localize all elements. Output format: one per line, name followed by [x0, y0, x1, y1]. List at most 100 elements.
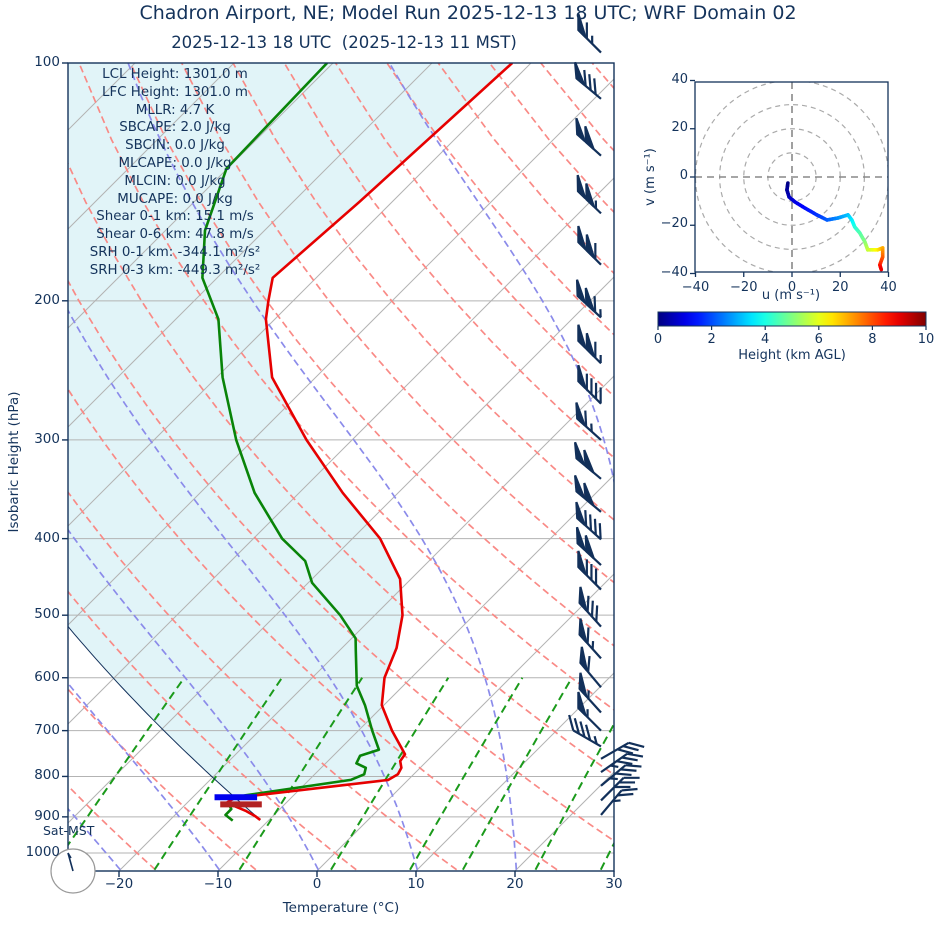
moist-adiabat [68, 682, 220, 871]
wind-barb-icon [577, 550, 602, 591]
wind-barb-icon [568, 714, 602, 748]
moist-adiabat [68, 308, 419, 870]
colorbar-tick-label: 8 [868, 332, 877, 347]
temperature-tick-label: −20 [104, 876, 134, 892]
sounding-parameter-line: SBCAPE: 2.0 J/kg [119, 120, 231, 136]
wind-barb-icon [575, 501, 602, 541]
hodograph-u-tick-label: 20 [831, 280, 849, 295]
wind-barb-icon [578, 586, 602, 628]
isotherm [415, 672, 614, 871]
pressure-tick-label: 100 [34, 54, 60, 70]
wind-barb-icon [573, 441, 602, 480]
hodograph-v-tick-label: −20 [660, 216, 688, 232]
colorbar-tick-label: 2 [707, 332, 716, 347]
isotherm [316, 573, 614, 871]
colorbar-tick-label: 6 [814, 332, 823, 347]
isotherm [68, 63, 235, 230]
sat-mst-label: Sat-MST [43, 823, 95, 838]
isotherm [68, 78, 614, 626]
dial-needle [67, 852, 74, 872]
mixing-ratio-line [238, 677, 364, 871]
skewt-tick-marks [62, 62, 615, 877]
wind-barb-icon [575, 117, 602, 157]
wind-barb-icon [578, 672, 602, 714]
pressure-tick-label: 600 [34, 668, 60, 685]
temperature-tick-label: 30 [605, 876, 623, 892]
dry-adiabat [68, 590, 357, 871]
pressure-tick-label: 400 [34, 529, 60, 546]
dry-adiabat [68, 279, 614, 842]
hodograph-u-tick-label: −20 [730, 280, 758, 295]
pressure-tick-label: 800 [34, 767, 60, 784]
mixing-ratio-line [153, 677, 283, 871]
wind-barb-icon [573, 474, 602, 513]
hodograph-plot [690, 79, 890, 277]
wind-barb-icon [600, 752, 644, 774]
hodograph-inner [695, 82, 888, 272]
skewt-axes-title: 2025-12-13 18 UTC (2025-12-13 11 MST) [171, 33, 517, 52]
mixing-ratio-line [409, 677, 524, 871]
isotherm [68, 276, 614, 824]
height-colorbar [657, 311, 927, 330]
moist-adiabat [68, 528, 320, 871]
wind-barb-icon [577, 364, 602, 405]
wind-barb-icon [577, 691, 602, 732]
hodograph-u-tick-label: −40 [681, 280, 710, 295]
wind-barb-icon [576, 174, 602, 215]
hodograph-tick-marks [690, 79, 890, 277]
colorbar-tick-label: 10 [917, 332, 935, 347]
temperature-tick-label: 10 [407, 876, 425, 892]
temperature-tick-label: 20 [506, 876, 524, 892]
figure-title: Chadron Airport, NE; Model Run 2025-12-1… [139, 2, 797, 24]
mixing-ratio-line [462, 677, 573, 871]
cin-shading [68, 63, 513, 820]
pressure-tick-label: 500 [34, 606, 60, 623]
colorbar-gradient [657, 311, 927, 327]
colorbar-tick-label: 4 [761, 332, 770, 347]
isotherm [118, 375, 614, 871]
sounding-parameter-line: SRH 0-3 km: -449.3 m²/s² [89, 262, 261, 278]
moist-adiabat [127, 63, 518, 870]
wind-barb-icon [600, 787, 638, 816]
colorbar-label: Height (km AGL) [738, 348, 846, 363]
isotherm [217, 474, 614, 871]
wind-barb-icon [578, 618, 602, 660]
wind-barb-icon [577, 225, 602, 266]
hodograph-trace [785, 181, 885, 272]
sounding-parameter-line: MLLR: 4.7 K [135, 102, 215, 118]
dry-adiabat [68, 784, 156, 871]
mixing-ratio-line [649, 678, 746, 870]
dry-adiabat [437, 63, 614, 275]
sounding-parameter-line: LFC Height: 1301.0 m [102, 84, 248, 100]
moist-adiabat [714, 63, 825, 870]
sounding-parameters-block: LCL Height: 1301.0 m LFC Height: 1301.0 m… [15, 66, 335, 280]
wind-barb-icon [575, 526, 602, 566]
parcel-trace [68, 625, 261, 821]
dry-adiabat [78, 63, 614, 711]
sounding-parameter-line: Shear 0-1 km: 15.1 m/s [96, 209, 254, 225]
dry-adiabat-lines [68, 63, 614, 871]
mixing-ratio-line [330, 677, 450, 871]
wind-barb-icon [579, 646, 602, 689]
hodograph-u-tick-label: 0 [787, 280, 797, 295]
mixing-ratio-lines [68, 677, 746, 871]
dial-needle-tip [67, 852, 72, 859]
hodograph-x-axis-label: u (m s⁻¹) [761, 288, 821, 303]
pressure-tick-label: 900 [34, 807, 60, 824]
temperature-tick-label: 0 [312, 876, 322, 892]
dry-adiabat [68, 387, 558, 871]
pressure-tick-label: 200 [34, 291, 60, 308]
temperature-curve [226, 63, 514, 821]
sounding-parameter-line: LCL Height: 1301.0 m [102, 67, 248, 82]
wind-barb-icon [577, 324, 602, 365]
dry-adiabat [68, 161, 614, 776]
sounding-parameter-line: MUCAPE: 0.0 J/kg [117, 191, 233, 207]
wind-barb-icon [600, 764, 642, 787]
skewt-spines [67, 62, 615, 872]
wind-barbs [568, 13, 645, 816]
mixing-ratio-line [534, 722, 614, 871]
pressure-tick-label: 300 [34, 430, 60, 447]
sounding-parameter-line: SRH 0-1 km: -344.1 m²/s² [89, 244, 261, 260]
